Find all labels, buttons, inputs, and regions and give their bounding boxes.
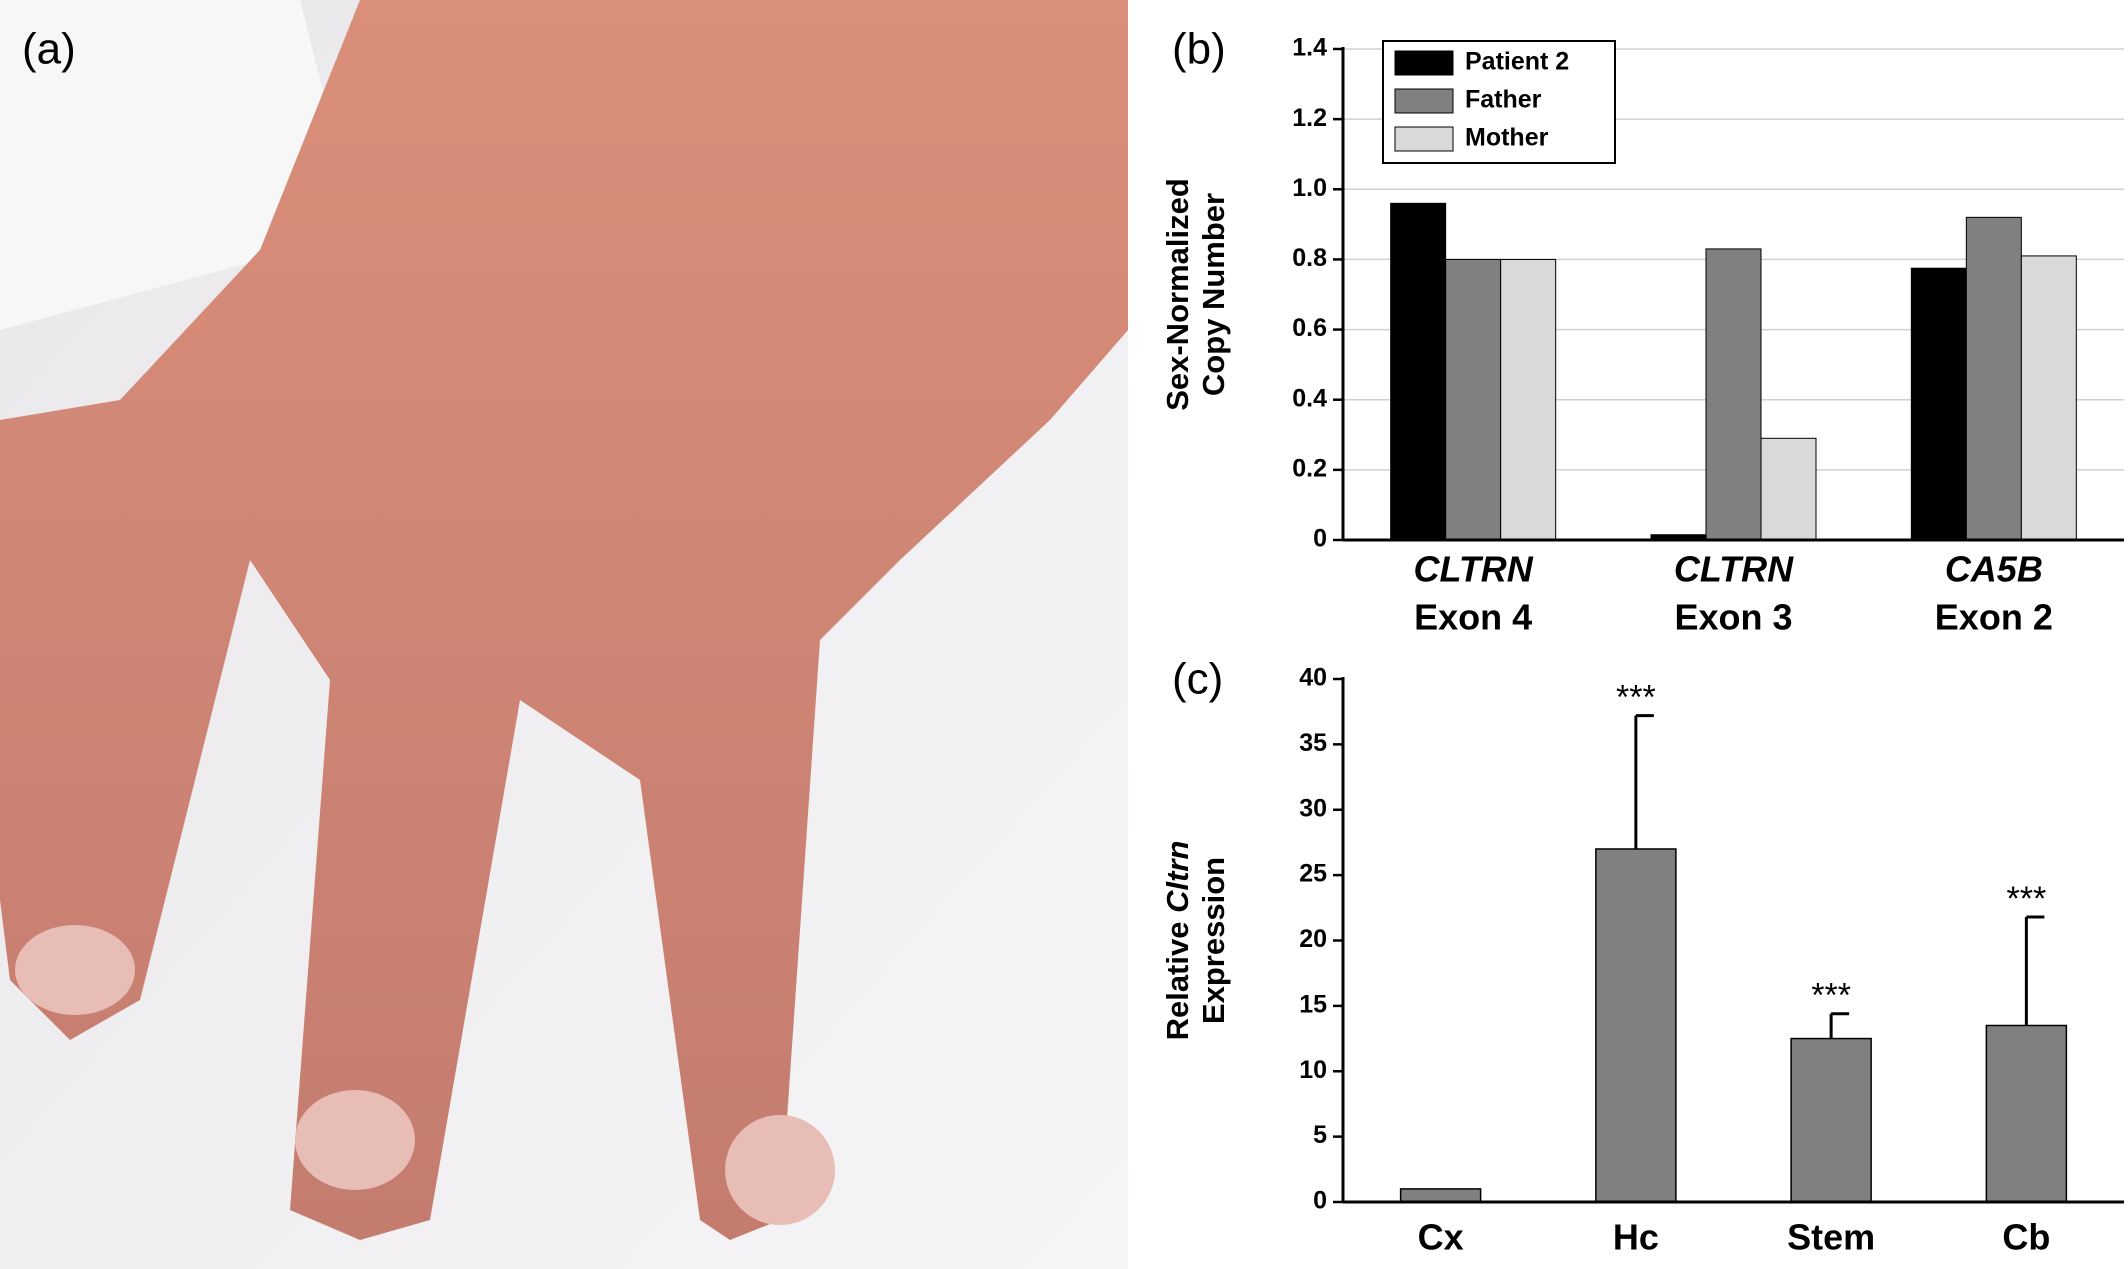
x-tick-label: Cb	[2002, 1217, 2050, 1258]
legend-label: Father	[1465, 86, 1542, 114]
bar	[1705, 248, 1762, 541]
y-axis-label: Copy Number	[1196, 193, 1231, 396]
photo	[0, 0, 1128, 1269]
bar	[1445, 258, 1502, 541]
y-tick-label: 40	[1299, 664, 1327, 692]
y-tick-label: 10	[1299, 1056, 1327, 1084]
x-tick-label: CA5B	[1945, 549, 2043, 590]
legend-label: Patient 2	[1465, 48, 1569, 76]
panel-label: (c)	[1172, 655, 1223, 704]
bar	[1595, 848, 1677, 1203]
y-axis-label: Relative Cltrn	[1160, 841, 1195, 1041]
legend-swatch	[1394, 50, 1454, 76]
y-tick-label: 0	[1313, 525, 1327, 553]
x-tick-label: CLTRN	[1674, 549, 1794, 590]
significance-label: ***	[1616, 679, 1656, 717]
y-tick-label: 30	[1299, 794, 1327, 822]
error-bar	[1634, 714, 1654, 849]
x-tick-label: Hc	[1613, 1217, 1659, 1258]
y-axis-label: Sex-Normalized	[1160, 178, 1195, 411]
y-tick-label: 0.6	[1292, 314, 1327, 342]
y-tick-label: 25	[1299, 860, 1327, 888]
y-tick-label: 1.2	[1292, 104, 1327, 132]
x-tick-label: CLTRN	[1414, 549, 1534, 590]
y-axis-label-part: Cltrn	[1160, 841, 1195, 913]
x-tick-label: Exon 3	[1674, 597, 1792, 638]
bar	[1790, 1037, 1872, 1203]
x-tick-label: Exon 2	[1935, 597, 2053, 638]
legend-label: Mother	[1465, 124, 1549, 152]
y-axis-label: Expression	[1196, 857, 1231, 1024]
y-tick-label: 0.8	[1292, 244, 1327, 272]
legend-swatch	[1394, 126, 1454, 152]
significance-label: ***	[2007, 880, 2047, 918]
y-tick-label: 15	[1299, 990, 1327, 1018]
x-tick-label: Exon 4	[1414, 597, 1532, 638]
y-tick-label: 5	[1313, 1121, 1327, 1149]
y-tick-label: 20	[1299, 925, 1327, 953]
bar	[1390, 202, 1447, 541]
y-axis-label-part: Relative	[1160, 913, 1195, 1041]
bar	[1399, 1188, 1482, 1203]
legend-swatch	[1394, 88, 1454, 114]
error-bar	[2024, 915, 2045, 1026]
bar	[1965, 216, 2022, 541]
y-tick-label: 0.4	[1292, 384, 1327, 412]
y-tick-label: 0.2	[1292, 454, 1327, 482]
y-tick-label: 1.0	[1292, 174, 1327, 202]
y-tick-label: 0	[1313, 1187, 1327, 1215]
panel-label: (b)	[1172, 25, 1226, 74]
error-bar	[1829, 1012, 1850, 1039]
bar	[1760, 437, 1817, 541]
bar	[2020, 255, 2077, 541]
x-tick-label: Stem	[1787, 1217, 1875, 1258]
bar	[1500, 258, 1557, 541]
panel-label: (a)	[22, 25, 76, 74]
x-tick-label: Cx	[1418, 1217, 1464, 1258]
y-tick-label: 1.4	[1292, 34, 1327, 62]
bar	[1910, 267, 1967, 541]
significance-label: ***	[1811, 977, 1851, 1015]
bar	[1985, 1024, 2068, 1203]
y-tick-label: 35	[1299, 729, 1327, 757]
